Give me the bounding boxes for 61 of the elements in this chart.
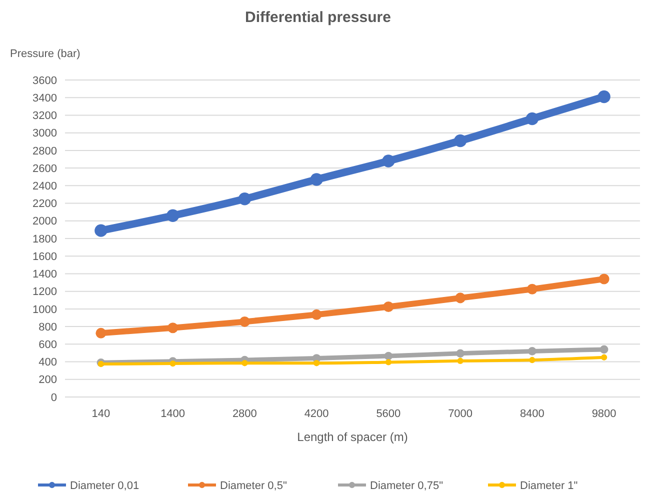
y-tick-label: 2200 [32,198,57,210]
x-tick-label: 5600 [376,408,401,420]
point [529,356,536,364]
point [170,360,176,367]
point [457,358,464,364]
point [456,349,464,358]
point [600,345,608,354]
y-tick-label: 3600 [32,74,57,87]
y-tick-label: 1400 [32,268,57,281]
y-tick-label: 1800 [32,233,57,246]
x-tick-label: 2800 [232,408,257,420]
y-tick-label: 2600 [32,162,57,175]
point [383,302,394,312]
x-tick-label: 140 [92,408,110,420]
chart-title: Differential pressure [245,9,391,26]
y-tick-label: 800 [38,321,57,334]
point [526,112,539,126]
x-tick-label: 8400 [520,408,544,420]
y-tick-label: 1200 [32,286,57,298]
legend-label: Diameter 0,01 [70,480,140,492]
point [311,309,322,320]
point [94,224,108,237]
y-axis-title: Pressure (bar) [10,48,80,60]
y-tick-label: 3000 [32,128,57,140]
x-tick-label: 1400 [160,408,186,420]
legend-label: Diameter 0,75" [370,480,444,492]
y-tick-label: 3400 [32,92,57,104]
point [238,192,252,206]
point [455,292,466,304]
point [600,354,608,360]
point [526,284,538,294]
y-tick-label: 1600 [32,250,57,263]
y-tick-label: 200 [38,374,57,386]
y-tick-label: 2800 [32,145,57,158]
point [96,328,106,338]
y-tick-label: 3200 [32,110,57,122]
point [598,274,610,284]
x-tick-label: 9800 [592,408,616,420]
point [598,90,610,104]
point [384,352,393,360]
point [382,154,395,168]
x-tick-label: 7000 [448,408,473,420]
x-tick-label: 4200 [304,408,329,420]
y-tick-label: 600 [38,339,57,352]
x-axis-title: Length of spacer (m) [297,430,408,444]
point [166,209,180,222]
y-tick-label: 400 [38,356,57,369]
point [242,360,248,366]
point [528,347,536,356]
y-tick-label: 2000 [32,216,57,228]
point [454,134,467,148]
point [310,173,323,186]
y-tick-label: 2400 [32,180,57,193]
point [239,316,250,327]
point [385,359,392,366]
point [168,322,178,334]
legend-label: Diameter 0,5" [220,480,287,492]
y-tick-label: 1000 [32,304,57,316]
legend-label: Diameter 1" [520,480,578,492]
y-tick-label: 0 [50,392,57,404]
point [313,360,320,366]
